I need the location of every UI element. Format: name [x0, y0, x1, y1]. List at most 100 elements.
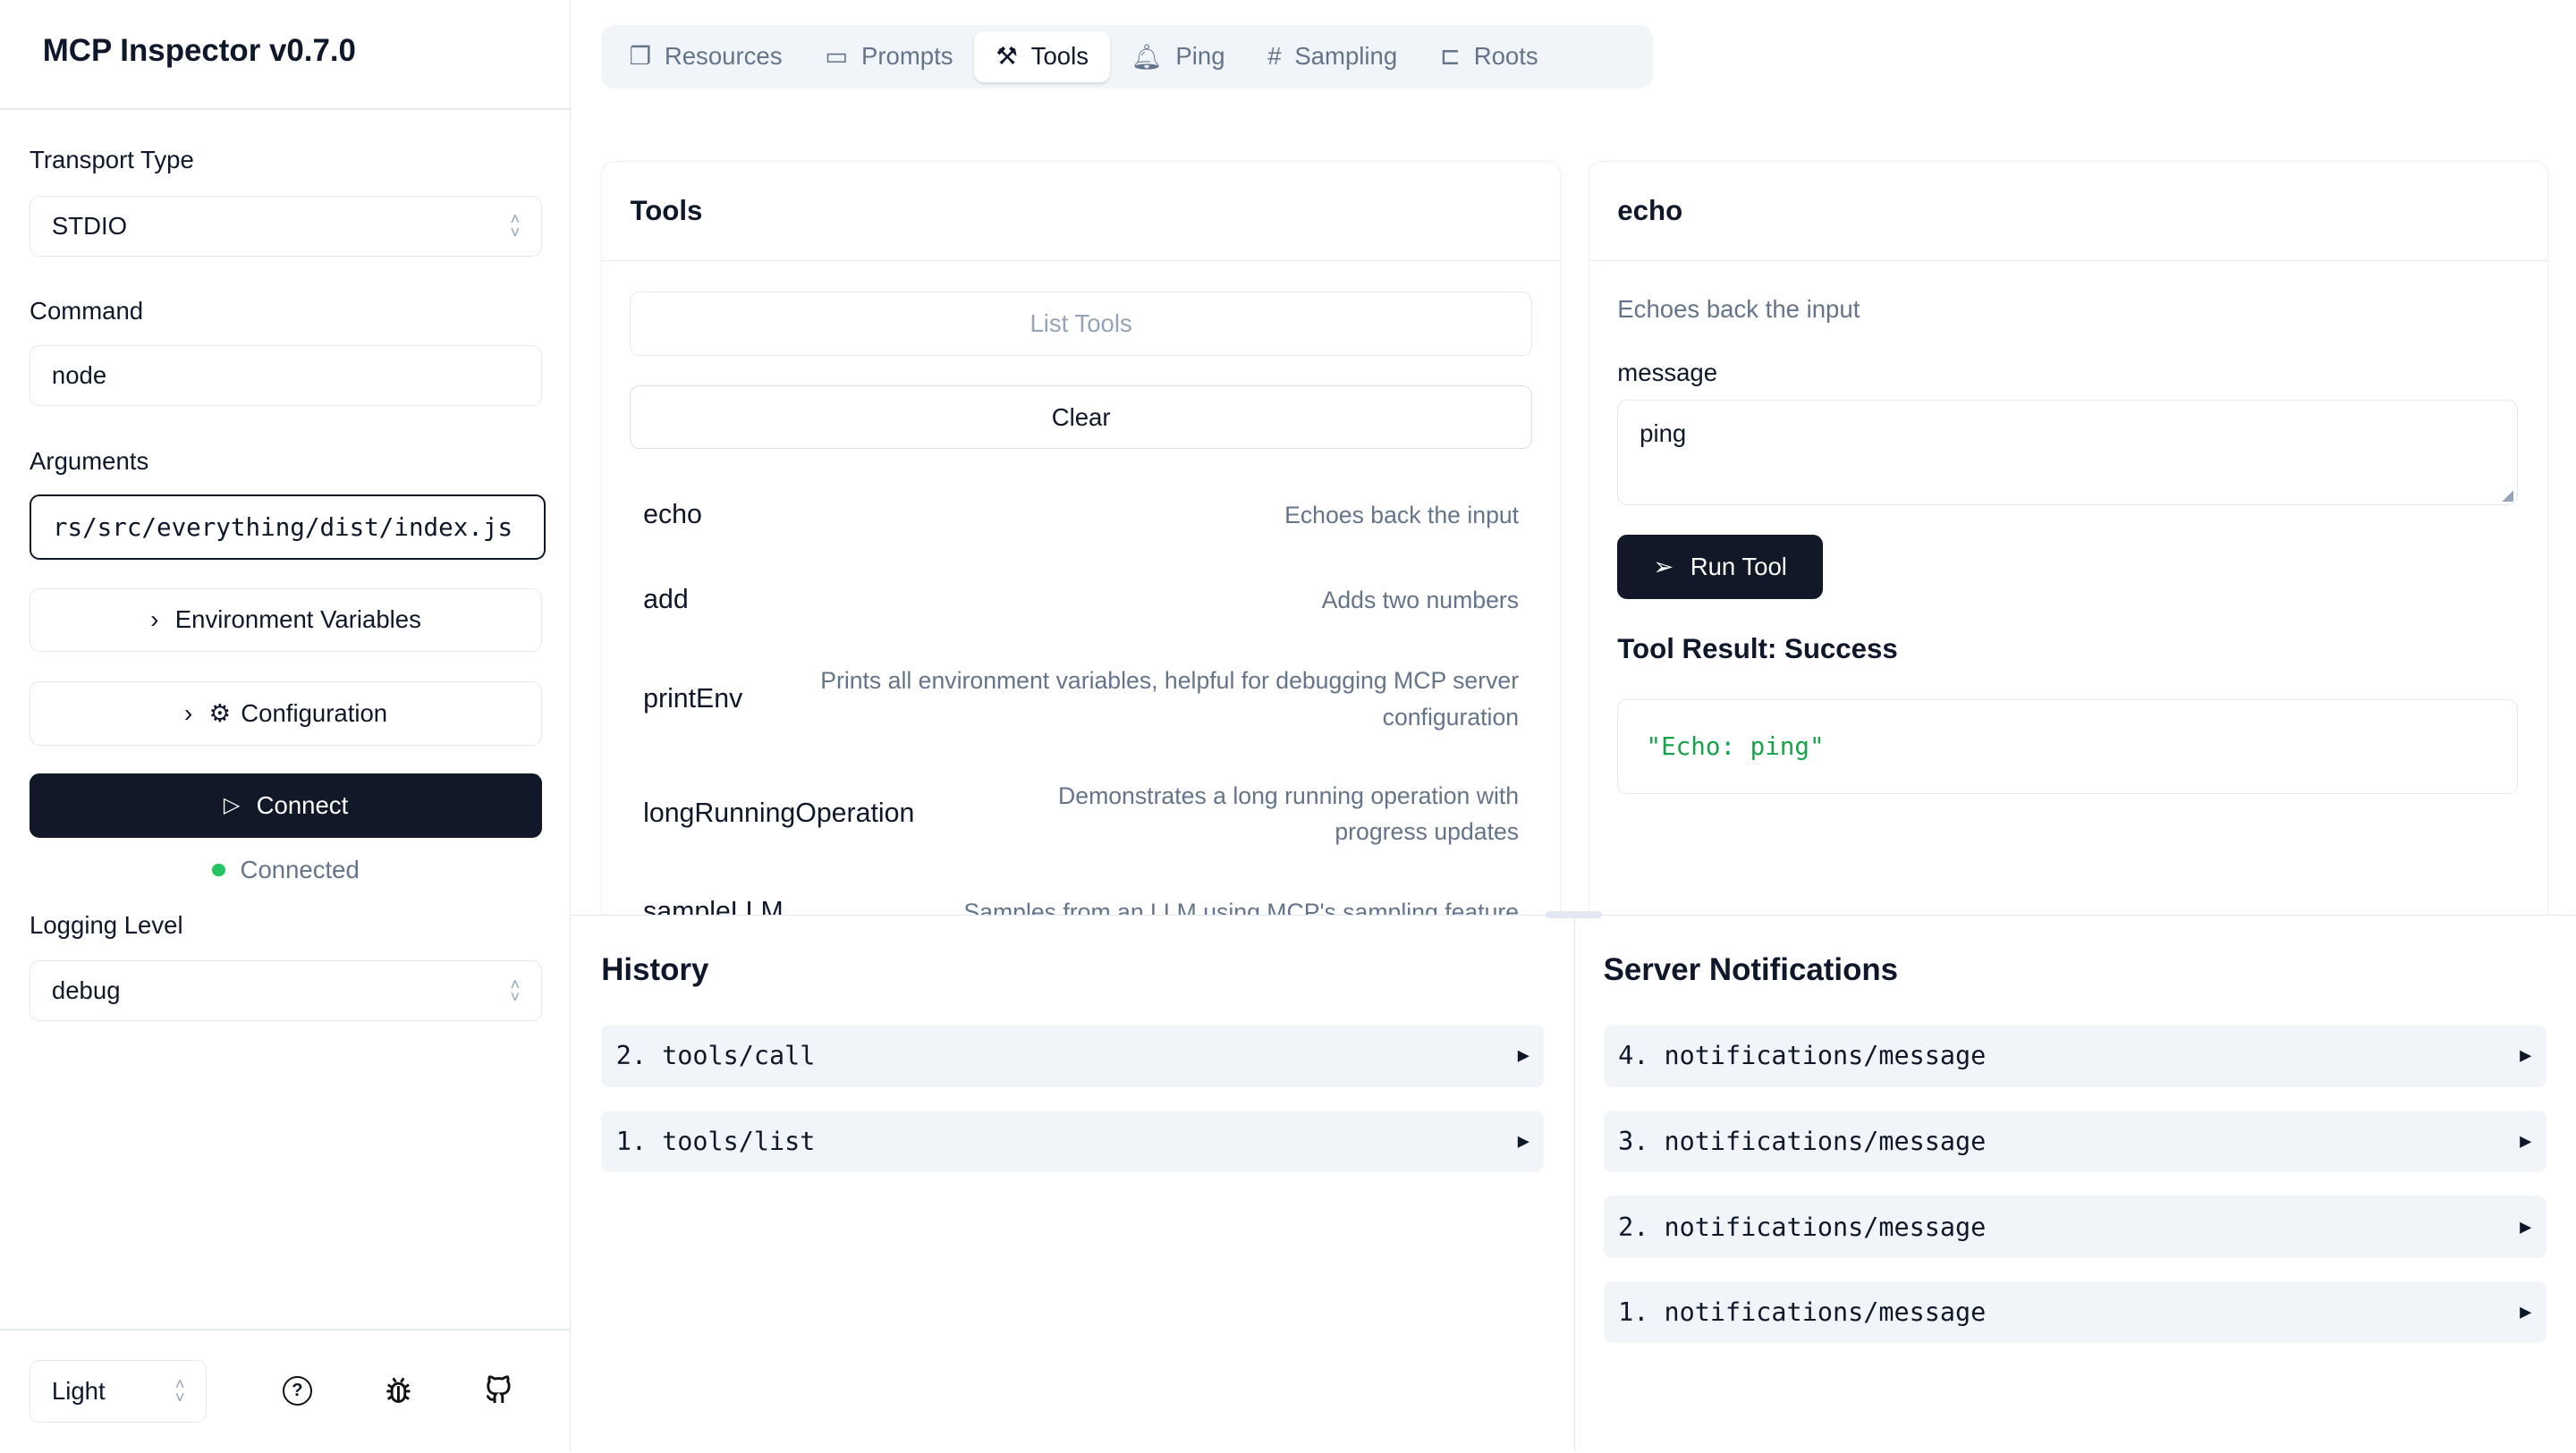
chevron-right-icon: ›: [184, 699, 193, 728]
tool-result-output: "Echo: ping": [1617, 698, 2518, 795]
command-input[interactable]: node: [30, 344, 543, 406]
notifications-title: Server Notifications: [1603, 952, 1899, 988]
transport-type-select[interactable]: STDIO ˄ ˅: [30, 195, 543, 257]
connect-label: Connect: [256, 790, 349, 819]
gear-icon: ⚙: [208, 699, 232, 728]
tool-name: echo: [643, 499, 702, 529]
arguments-label: Arguments: [30, 446, 149, 475]
status-dot: [212, 863, 226, 877]
list-tools-button[interactable]: List Tools: [630, 291, 1532, 356]
theme-value: Light: [51, 1376, 106, 1405]
history-item[interactable]: 1. tools/list ▶: [601, 1110, 1545, 1173]
message-square-icon: ▭: [825, 42, 849, 71]
history-label: 2. tools/call: [615, 1041, 816, 1071]
notification-item[interactable]: 2. notifications/message ▶: [1603, 1195, 2546, 1258]
hammer-icon: ⚒: [996, 42, 1018, 71]
sidebar: MCP Inspector v0.7.0 Transport Type STDI…: [0, 0, 572, 1452]
play-arrow-icon: ▶: [2520, 1129, 2532, 1153]
clear-button[interactable]: Clear: [630, 384, 1532, 450]
divider: [0, 1328, 571, 1331]
tools-panel: Tools List Tools Clear echo Echoes back t…: [601, 160, 1561, 935]
notification-label: 3. notifications/message: [1618, 1126, 1987, 1156]
run-tool-button[interactable]: ➢ Run Tool: [1617, 534, 1823, 599]
history-title: History: [601, 952, 709, 988]
tab-prompts[interactable]: ▭ Prompts: [803, 31, 974, 82]
chevrons-up-down-icon: ˄ ˅: [510, 974, 521, 1007]
command-label: Command: [30, 297, 144, 325]
history-label: 1. tools/list: [615, 1126, 816, 1156]
play-arrow-icon: ▶: [2520, 1301, 2532, 1324]
tab-label: Sampling: [1294, 42, 1398, 71]
play-icon: ▷: [223, 793, 241, 818]
logging-level-label: Logging Level: [30, 911, 183, 940]
tool-name: longRunningOperation: [643, 798, 915, 829]
tab-label: Prompts: [860, 42, 953, 71]
notification-item[interactable]: 1. notifications/message ▶: [1603, 1280, 2546, 1344]
play-arrow-icon: ▶: [1517, 1129, 1530, 1153]
play-arrow-icon: ▶: [2520, 1044, 2532, 1068]
arguments-input[interactable]: rs/src/everything/dist/index.js: [30, 494, 546, 561]
tool-detail-panel: echo Echoes back the input message ping ◢…: [1589, 160, 2548, 935]
tab-resources[interactable]: ❐ Resources: [608, 31, 804, 82]
resize-handle[interactable]: [1546, 911, 1602, 918]
configuration-button[interactable]: › ⚙ Configuration: [30, 681, 543, 746]
send-icon: ➢: [1653, 552, 1674, 580]
arguments-value: rs/src/everything/dist/index.js: [52, 512, 513, 542]
tool-description: Echoes back the input: [1284, 501, 1520, 528]
tab-roots[interactable]: ⊏ Roots: [1419, 31, 1560, 82]
connection-status: Connected: [0, 856, 572, 884]
tab-sampling[interactable]: # Sampling: [1246, 31, 1419, 82]
resize-handle[interactable]: ◢: [2502, 486, 2514, 503]
notification-label: 4. notifications/message: [1618, 1041, 1987, 1071]
app-title: MCP Inspector v0.7.0: [42, 32, 356, 68]
bug-icon[interactable]: [383, 1374, 414, 1406]
logging-value: debug: [51, 976, 121, 1005]
environment-variables-button[interactable]: › Environment Variables: [30, 587, 543, 653]
folder-tree-icon: ⊏: [1439, 42, 1461, 71]
hash-icon: #: [1267, 42, 1282, 71]
bottom-panel: [572, 915, 2576, 1453]
play-arrow-icon: ▶: [2520, 1215, 2532, 1238]
tab-label: Resources: [664, 42, 783, 71]
message-textarea[interactable]: ping ◢: [1617, 400, 2518, 505]
tool-item-echo[interactable]: echo Echoes back the input: [643, 495, 1519, 535]
tool-item-longrunningoperation[interactable]: longRunningOperation Demonstrates a long …: [643, 778, 1519, 850]
tool-result-title: Tool Result: Success: [1617, 633, 1898, 665]
tool-detail-title: echo: [1589, 162, 2547, 262]
play-arrow-icon: ▶: [1517, 1044, 1530, 1068]
tool-description: Adds two numbers: [1321, 587, 1520, 614]
tool-name: add: [643, 585, 689, 615]
connect-button[interactable]: ▷ Connect: [30, 773, 543, 838]
message-label: message: [1617, 359, 1718, 387]
notification-label: 1. notifications/message: [1618, 1297, 1987, 1328]
tool-name: printEnv: [643, 683, 743, 714]
divider: [0, 108, 571, 111]
tab-ping[interactable]: 🔔︎ Ping: [1110, 31, 1247, 82]
github-icon[interactable]: [483, 1374, 514, 1406]
logging-level-select[interactable]: debug ˄ ˅: [30, 960, 543, 1022]
notification-item[interactable]: 3. notifications/message ▶: [1603, 1110, 2546, 1173]
tab-bar: ❐ Resources ▭ Prompts ⚒ Tools 🔔︎ Ping # Sampl…: [601, 24, 1653, 89]
transport-type-label: Transport Type: [30, 146, 194, 174]
run-tool-label: Run Tool: [1690, 552, 1787, 580]
tool-description: Demonstrates a long running operation wi…: [1058, 781, 1520, 846]
theme-select[interactable]: Light ˄ ˅: [30, 1359, 208, 1423]
tool-item-printenv[interactable]: printEnv Prints all environment variables…: [643, 663, 1519, 735]
bell-icon: 🔔︎: [1131, 42, 1163, 71]
help-icon[interactable]: ?: [282, 1376, 312, 1407]
tab-label: Ping: [1175, 42, 1225, 71]
tab-tools[interactable]: ⚒ Tools: [974, 30, 1110, 82]
message-value: ping: [1640, 418, 1687, 447]
divider: [1573, 916, 1576, 1452]
files-icon: ❐: [629, 42, 652, 71]
tool-item-add[interactable]: add Adds two numbers: [643, 580, 1519, 620]
env-label: Environment Variables: [174, 605, 421, 634]
history-item[interactable]: 2. tools/call ▶: [601, 1025, 1545, 1087]
chevron-right-icon: ›: [150, 605, 159, 634]
tool-description: Echoes back the input: [1617, 294, 1860, 323]
tool-description: Prints all environment variables, helpfu…: [820, 667, 1520, 731]
tab-label: Roots: [1473, 42, 1538, 71]
command-value: node: [51, 360, 107, 389]
notification-item[interactable]: 4. notifications/message ▶: [1603, 1025, 2546, 1087]
config-label: Configuration: [241, 699, 388, 728]
